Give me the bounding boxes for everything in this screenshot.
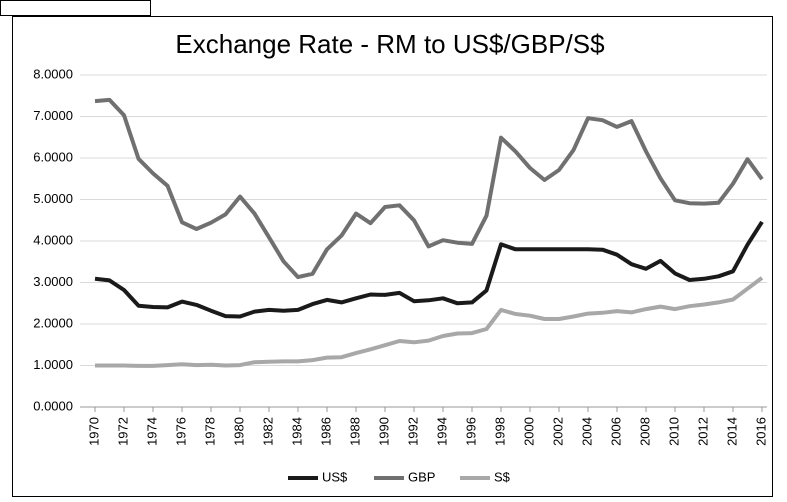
y-tick-label: 0.0000 — [33, 398, 73, 413]
x-tick-label: 1976 — [173, 417, 188, 446]
y-tick-label: 5.0000 — [33, 191, 73, 206]
series-line — [94, 97, 764, 280]
y-tick-label: 6.0000 — [33, 149, 73, 164]
x-tick-label: 2010 — [666, 417, 681, 446]
frame-tab — [0, 0, 151, 16]
x-tick-label: 2012 — [695, 417, 710, 446]
x-tick-label: 2008 — [637, 417, 652, 446]
x-tick-label: 1986 — [318, 417, 333, 446]
x-tick-label: 1990 — [376, 417, 391, 446]
legend-label: GBP — [408, 469, 435, 484]
x-tick-label: 1980 — [231, 417, 246, 446]
x-tick-label: 1972 — [115, 417, 130, 446]
x-tick-label: 2014 — [724, 417, 739, 446]
x-tick-label: 2002 — [550, 417, 565, 446]
x-tick-label: 1994 — [434, 417, 449, 446]
x-tick-label: 2004 — [579, 417, 594, 446]
legend-label: US$ — [322, 469, 348, 484]
x-tick-label: 1988 — [347, 417, 362, 446]
y-tick-label: 4.0000 — [33, 232, 73, 247]
y-tick-label: 1.0000 — [33, 357, 73, 372]
x-tick-label: 1984 — [289, 417, 304, 446]
x-tick-label: 1992 — [405, 417, 420, 446]
y-tick-label: 2.0000 — [33, 315, 73, 330]
chart-title: Exchange Rate - RM to US$/GBP/S$ — [175, 29, 605, 59]
series-line — [94, 220, 764, 319]
x-tick-label: 1998 — [492, 417, 507, 446]
x-tick-label: 1974 — [144, 417, 159, 446]
y-tick-label: 3.0000 — [33, 274, 73, 289]
y-tick-label: 8.0000 — [33, 66, 73, 81]
x-tick-label: 2016 — [753, 417, 768, 446]
legend-label: S$ — [494, 469, 511, 484]
x-tick-label: 1996 — [463, 417, 478, 446]
chart-frame — [12, 16, 773, 497]
y-tick-label: 7.0000 — [33, 108, 73, 123]
series-line — [95, 276, 764, 368]
x-tick-label: 1970 — [86, 417, 101, 446]
x-tick-label: 1978 — [202, 417, 217, 446]
x-tick-label: 2006 — [608, 417, 623, 446]
x-tick-label: 2000 — [521, 417, 536, 446]
x-tick-label: 1982 — [260, 417, 275, 446]
